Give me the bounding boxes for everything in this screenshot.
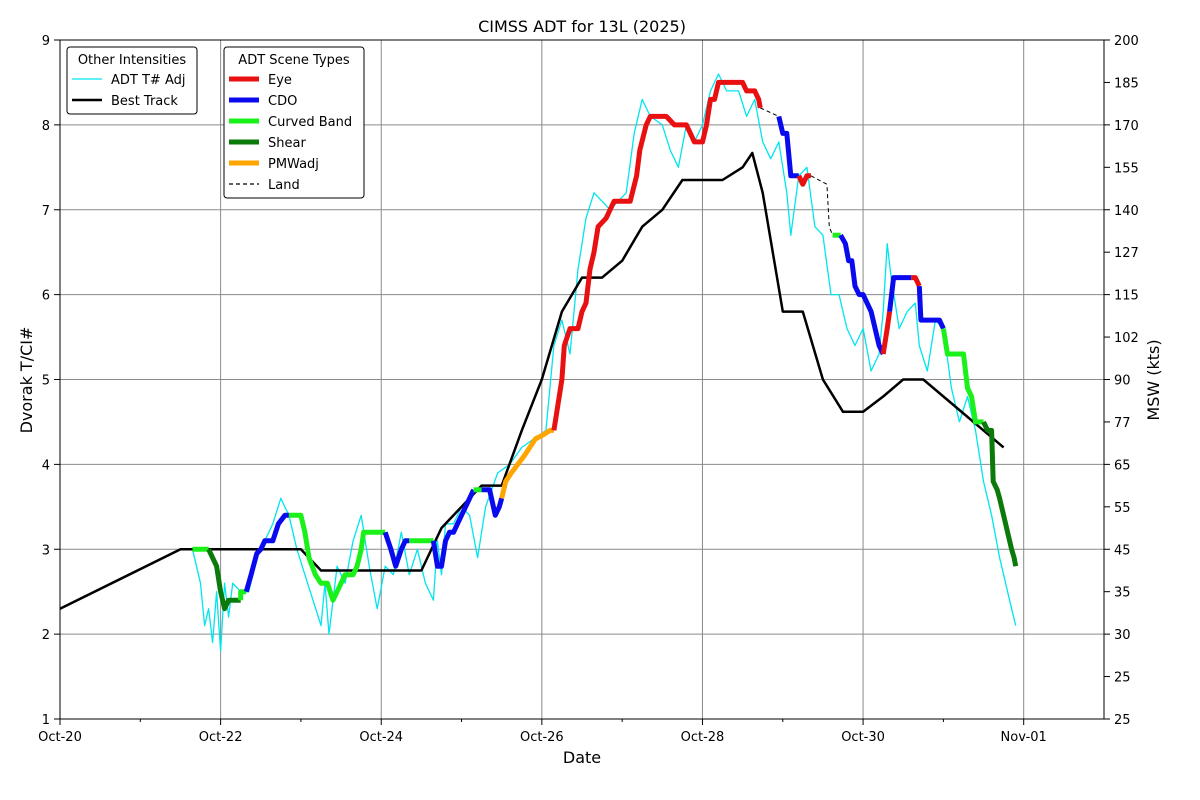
y-right-tick-label: 127	[1114, 246, 1139, 261]
scene-curved-band-segment	[288, 512, 386, 603]
x-tick-label: Oct-28	[681, 730, 725, 745]
y-tick-label: 1	[42, 713, 50, 728]
x-tick-label: Oct-24	[359, 730, 403, 745]
scene-shear-segment	[981, 420, 1019, 567]
y-right-tick-label: 170	[1114, 119, 1139, 134]
scene-cdo-segment	[430, 488, 476, 569]
y-right-tick-label: 77	[1114, 416, 1131, 431]
legend-entry-label: Shear	[268, 136, 306, 151]
legend-scene-types: ADT Scene Types Eye CDO Curved Band Shear PMW…	[223, 46, 365, 199]
y-tick-label: 7	[42, 204, 50, 219]
legend-layer: Other Intensities ADT T# Adj Best Track ADT…	[66, 46, 365, 199]
y-right-tick-label: 65	[1114, 458, 1131, 473]
legend-entry-label: PMWadj	[268, 157, 319, 172]
scene-cdo-segment	[382, 531, 410, 569]
y-right-tick-label: 25	[1114, 713, 1131, 728]
x-tick-label: Oct-26	[520, 730, 564, 745]
adt-series-line	[191, 73, 1017, 652]
legend-entry-label: Eye	[268, 73, 292, 88]
y-tick-label: 5	[42, 374, 50, 389]
y-right-tick-label: 185	[1114, 76, 1139, 91]
scene-eye-segment	[880, 311, 893, 355]
x-tick-label: Oct-22	[199, 730, 243, 745]
scene-cdo-segment	[887, 275, 912, 312]
y-right-tick-label: 155	[1114, 161, 1139, 176]
scene-curved-band-segment	[940, 328, 984, 425]
y-tick-label: 4	[42, 458, 50, 473]
land-segment	[810, 175, 834, 236]
axis-layer: Oct-20 Oct-22 Oct-24 Oct-26 Oct-28 Oct-30 Nov-…	[38, 34, 1139, 745]
legend-entry-label: CDO	[268, 94, 297, 109]
scene-cdo-segment	[916, 285, 946, 330]
y-right-axis-title: MSW (kts)	[1144, 339, 1163, 420]
legend-entry-label: Land	[268, 178, 300, 193]
y-tick-label: 9	[42, 34, 50, 49]
scene-pmwadj-segment	[499, 427, 554, 499]
y-right-tick-label: 115	[1114, 289, 1139, 304]
legend-entry-label: Curved Band	[268, 115, 352, 130]
land-segment	[760, 107, 780, 117]
y-tick-label: 8	[42, 119, 50, 134]
y-right-tick-label: 30	[1114, 628, 1131, 643]
scene-cdo-segment	[243, 512, 289, 593]
legend-other-intensities: Other Intensities ADT T# Adj Best Track	[66, 46, 198, 115]
x-tick-label: Oct-20	[38, 730, 82, 745]
y-tick-label: 2	[42, 628, 50, 643]
legend-entry-label: Best Track	[111, 94, 178, 109]
chart-title: CIMSS ADT for 13L (2025)	[478, 17, 686, 36]
y-right-tick-label: 35	[1114, 586, 1131, 601]
y-axis-title: Dvorak T/CI#	[17, 327, 36, 434]
y-right-tick-label: 25	[1114, 671, 1131, 686]
y-right-tick-label: 45	[1114, 543, 1131, 558]
x-tick-label: Nov-01	[1001, 730, 1047, 745]
legend-box	[66, 46, 198, 115]
y-tick-label: 3	[42, 543, 50, 558]
y-right-tick-label: 55	[1114, 501, 1131, 516]
scene-eye-segment	[911, 275, 922, 288]
x-axis-title: Date	[563, 748, 601, 767]
legend-box	[223, 46, 365, 199]
x-tick-label: Oct-30	[841, 730, 885, 745]
best-track-series-line	[59, 151, 1005, 610]
y-tick-label: 6	[42, 289, 50, 304]
scene-cdo-segment	[776, 115, 799, 179]
y-right-tick-label: 200	[1114, 34, 1139, 49]
legend-entry-label: ADT T# Adj	[111, 73, 185, 88]
legend-title: ADT Scene Types	[238, 53, 350, 68]
y-right-tick-label: 90	[1114, 374, 1131, 389]
scene-eye-segment	[551, 79, 763, 431]
scene-shear-segment	[206, 548, 241, 612]
series-layer	[59, 73, 1017, 652]
scene-layer	[192, 79, 1019, 612]
scene-eye-segment	[796, 173, 811, 187]
y-right-tick-label: 140	[1114, 204, 1139, 219]
grid-layer	[59, 39, 1104, 720]
legend-title: Other Intensities	[78, 53, 187, 68]
scene-cdo-segment	[838, 233, 886, 356]
y-right-tick-label: 102	[1114, 331, 1139, 346]
scene-curved-band-segment	[238, 589, 247, 601]
scene-cdo-segment	[481, 487, 505, 518]
